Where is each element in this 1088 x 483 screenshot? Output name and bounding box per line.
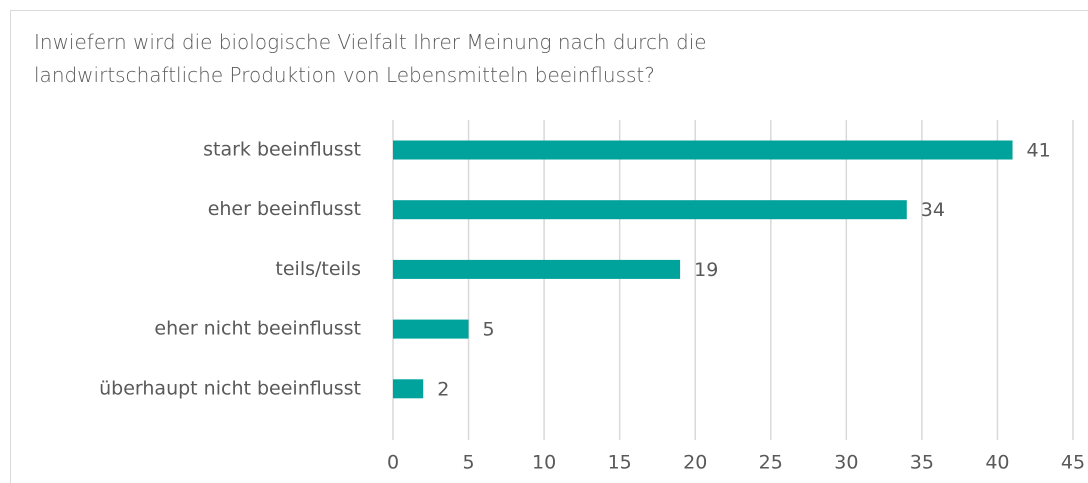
x-tick-label: 40: [985, 452, 1009, 474]
value-label: 5: [483, 319, 495, 341]
x-tick-label: 10: [532, 452, 556, 474]
bar: [393, 140, 1013, 160]
x-tick-label: 25: [759, 452, 783, 474]
bar: [393, 259, 681, 279]
x-tick-label: 35: [910, 452, 934, 474]
x-tick-label: 0: [387, 452, 399, 474]
bar: [393, 200, 907, 220]
x-tick-label: 45: [1061, 452, 1085, 474]
value-label: 19: [694, 259, 718, 281]
bar: [393, 319, 469, 339]
chart-title: Inwiefern wird die biologische Vielfalt …: [34, 30, 707, 87]
value-label: 41: [1027, 140, 1051, 162]
chart-frame: [10, 10, 1088, 483]
x-tick-label: 15: [608, 452, 632, 474]
y-tick-label: eher nicht beeinflusst: [154, 318, 361, 340]
y-tick-label: teils/teils: [275, 258, 361, 280]
x-tick-label: 30: [834, 452, 858, 474]
y-tick-label: eher beeinflusst: [208, 198, 361, 220]
x-tick-label: 5: [463, 452, 475, 474]
value-label: 34: [921, 199, 945, 221]
y-tick-label: überhaupt nicht beeinflusst: [99, 377, 361, 399]
y-tick-label: stark beeinflusst: [203, 139, 361, 161]
value-label: 2: [437, 378, 449, 400]
x-tick-label: 20: [683, 452, 707, 474]
bar: [393, 379, 424, 399]
